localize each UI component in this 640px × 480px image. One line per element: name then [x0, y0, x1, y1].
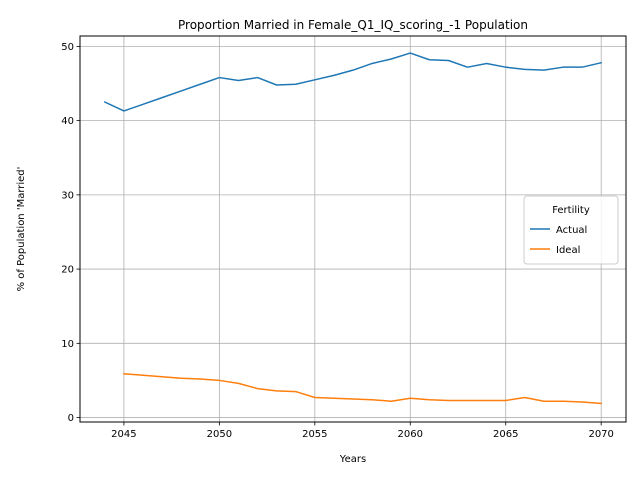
legend-title: Fertility	[552, 205, 590, 216]
y-tick-label: 10	[61, 339, 74, 350]
x-axis: 2045 2050 2055 2060 2065 2070	[111, 422, 614, 440]
y-tick-label: 20	[61, 265, 74, 276]
y-tick-label: 30	[61, 190, 74, 201]
legend: Fertility Actual Ideal	[524, 196, 618, 264]
series-line-actual	[105, 53, 601, 111]
y-tick-label: 40	[61, 116, 74, 127]
legend-label-actual: Actual	[556, 225, 587, 236]
x-tick-label: 2045	[111, 429, 136, 440]
x-tick-label: 2065	[493, 429, 518, 440]
legend-label-ideal: Ideal	[556, 245, 580, 256]
x-tick-label: 2050	[207, 429, 232, 440]
x-tick-label: 2070	[588, 429, 613, 440]
y-axis-label: % of Population 'Married'	[16, 167, 27, 292]
chart-title: Proportion Married in Female_Q1_IQ_scori…	[178, 18, 528, 32]
y-axis: 0 10 20 30 40 50	[61, 42, 80, 424]
series-line-ideal	[124, 374, 601, 404]
x-tick-label: 2055	[302, 429, 327, 440]
y-tick-label: 50	[61, 42, 74, 53]
x-tick-label: 2060	[398, 429, 423, 440]
y-tick-label: 0	[68, 413, 74, 424]
x-axis-label: Years	[339, 454, 366, 465]
